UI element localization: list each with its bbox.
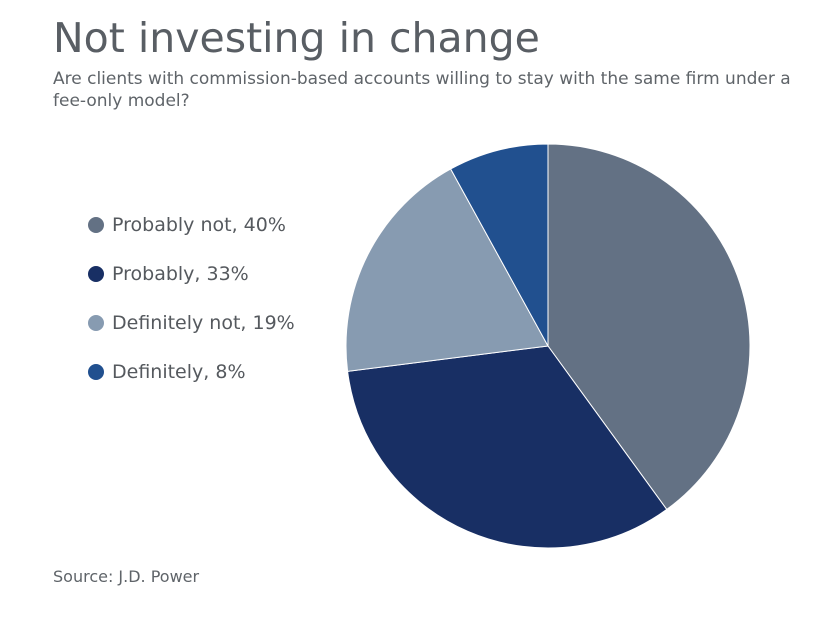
legend-label: Probably, 33%: [112, 262, 249, 285]
legend-item-probably-not: Probably not, 40%: [88, 200, 295, 249]
legend-label: Definitely, 8%: [112, 360, 246, 383]
pie-slice-probably-not: [547, 143, 751, 511]
pie-slice-probably: [347, 345, 668, 549]
legend-label: Definitely not, 19%: [112, 311, 295, 334]
legend: Probably not, 40% Probably, 33% Definite…: [88, 200, 295, 396]
legend-item-definitely: Definitely, 8%: [88, 347, 295, 396]
legend-swatch: [88, 265, 104, 282]
legend-item-probably: Probably, 33%: [88, 249, 295, 298]
legend-label: Probably not, 40%: [112, 213, 286, 236]
legend-swatch: [88, 363, 104, 380]
pie-chart: [345, 143, 751, 549]
source-note: Source: J.D. Power: [53, 567, 200, 586]
pie-slice-definitely: [450, 143, 549, 347]
chart-subtitle: Are clients with commission-based accoun…: [53, 69, 791, 111]
chart-title: Not investing in change: [53, 14, 540, 62]
legend-swatch: [88, 314, 104, 331]
legend-item-definitely-not: Definitely not, 19%: [88, 298, 295, 347]
legend-swatch: [88, 216, 104, 233]
pie-slice-definitely-not: [345, 168, 549, 372]
